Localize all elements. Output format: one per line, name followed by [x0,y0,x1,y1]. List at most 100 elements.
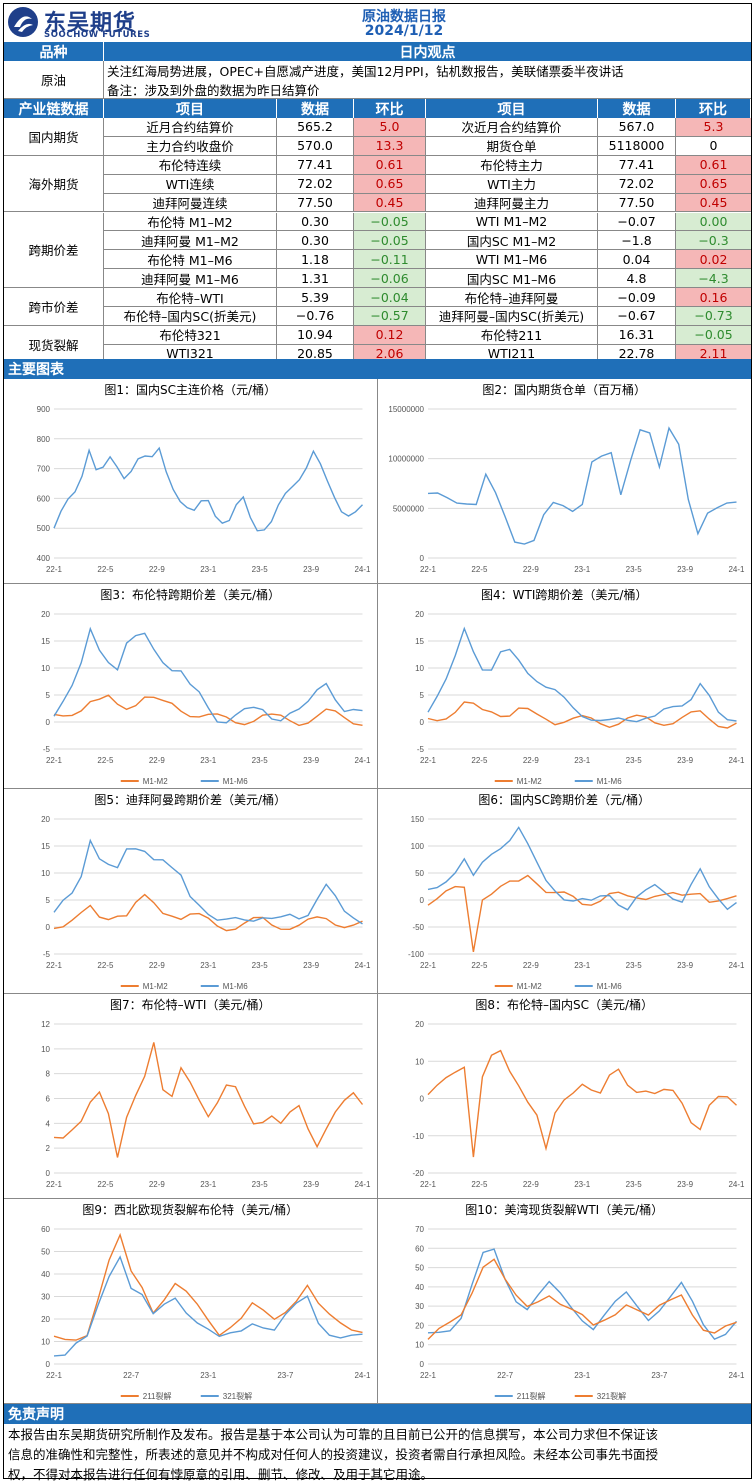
y-tick-label: -5 [416,745,424,754]
legend-label: M1-M2 [143,982,168,991]
x-tick-label: 23-1 [574,565,591,574]
table-cell-item2: 国内SC M1–M6 [426,269,598,289]
table-cell-item1: 布伦特 M1–M6 [104,250,277,270]
x-tick-label: 22-9 [522,756,539,765]
group-label: 国内期货 [4,118,104,156]
y-tick-label: 0 [46,718,51,727]
x-tick-label: 22-5 [471,961,488,970]
report-page: 东吴期货 SOOCHOW FUTURES 原油数据日报 2024/1/12 品种… [3,3,752,1482]
col-view: 日内观点 [399,44,456,61]
y-tick-label: 10 [41,664,50,673]
table-cell-chg2: 0.45 [676,193,751,213]
y-tick-label: 150 [410,815,424,824]
y-tick-label: 15000000 [388,405,424,414]
chart-plot: 20 15 10 5 0 -5 22-1 22-5 22-9 23-1 23-5 23-9 24-1 M1… [41,610,371,786]
company-logo: 东吴期货 SOOCHOW FUTURES [8,6,178,40]
x-tick-label: 23-1 [200,961,217,970]
y-tick-label: 20 [415,1321,424,1330]
table-cell-chg1: −0.04 [354,288,426,307]
y-tick-label: 40 [41,1270,50,1279]
chart-plot: 70 60 50 40 30 20 10 0 22-1 22-7 23-1 23-7 24-1 211裂解… [415,1225,745,1401]
table-header-3: 环比 [354,99,426,118]
y-tick-label: 30 [415,1302,424,1311]
y-tick-label: 10 [41,869,50,878]
series-line [426,626,737,723]
y-tick-label: 5000000 [392,504,424,513]
disclaimer-title: 免责声明 [4,1404,751,1424]
table-cell-chg1: −0.05 [354,231,426,251]
x-tick-label: 23-1 [200,565,217,574]
x-tick-label: 23-9 [677,1180,694,1189]
x-tick-label: 22-9 [149,756,166,765]
y-tick-label: -100 [407,950,424,959]
x-tick-label: 24-1 [728,961,745,970]
x-tick-label: 23-7 [651,1371,668,1380]
y-tick-label: 5 [46,691,51,700]
view-line-1: 关注红海局势进展，OPEC+自愿减产进度，美国12月PPI，钻机数报告，美联储票… [107,64,624,79]
table-cell-item2: 国内SC M1–M2 [426,231,598,251]
chart-panel: 图7：布伦特–WTI（美元/桶） 12 10 8 6 4 2 0 22-1 22-5 22-9 23-… [4,994,378,1199]
table-cell-item1: 布伦特连续 [104,155,277,175]
series-line [427,826,737,911]
x-tick-label: 24-1 [354,1180,371,1189]
table-cell-item2: 迪拜阿曼–国内SC(折美元) [426,307,598,326]
y-tick-label: -50 [412,923,424,932]
x-tick-label: 23-9 [677,961,694,970]
y-tick-label: 20 [41,1315,50,1324]
x-tick-label: 22-9 [149,565,166,574]
y-tick-label: -10 [412,1132,424,1141]
y-tick-label: 70 [415,1225,424,1234]
table-cell-data2: 567.0 [598,118,676,137]
x-tick-label: 22-5 [471,565,488,574]
x-tick-label: 22-9 [522,1180,539,1189]
x-tick-label: 24-1 [728,756,745,765]
table-header-6: 环比 [676,99,751,118]
table-cell-data2: 72.02 [598,174,676,194]
table-cell-item2: WTI M1–M6 [426,250,598,270]
table-cell-item2: 布伦特主力 [426,155,598,175]
logo-icon [8,7,38,37]
table-header-4: 项目 [426,99,598,118]
y-tick-label: 60 [41,1225,50,1234]
series-line [53,1232,363,1341]
table-cell-data1: 5.39 [277,288,354,307]
x-tick-label: 23-9 [303,961,320,970]
table-cell-chg1: 5.0 [354,118,426,137]
chart-panel: 图10：美湾现货裂解WTI（美元/桶） 70 60 50 40 30 20 10 0 22-1 22… [377,1199,751,1404]
series-line [53,446,363,532]
y-tick-label: 0 [46,1360,51,1369]
x-tick-label: 23-9 [677,565,694,574]
series-line [427,1248,737,1341]
legend-label: 211裂解 [143,1391,172,1401]
y-tick-label: 0 [419,1095,424,1104]
y-tick-label: 50 [41,1248,50,1257]
x-tick-label: 23-1 [574,1180,591,1189]
disclaimer-line-3: 权，不得对本报告进行任何有悖原意的引用、删节、修改、及用于其它用途。 [8,1467,434,1482]
x-tick-label: 23-7 [277,1371,294,1380]
x-tick-label: 23-5 [625,565,642,574]
legend-label: M1-M6 [596,982,621,991]
y-tick-label: 10 [415,664,424,673]
table-cell-data1: 72.02 [277,174,354,194]
chart-title: 图2：国内期货仓单（百万桶） [482,383,647,397]
y-tick-label: 20 [415,610,424,619]
view-header-band: 品种 日内观点 [4,42,751,61]
x-tick-label: 24-1 [354,961,371,970]
table-cell-data2: 77.50 [598,193,676,213]
table-cell-data1: 77.50 [277,193,354,213]
y-tick-label: 50 [415,1264,424,1273]
table-cell-chg1: −0.05 [354,212,426,232]
x-tick-label: 22-5 [97,756,114,765]
x-tick-label: 22-5 [97,565,114,574]
x-tick-label: 22-1 [419,756,436,765]
x-tick-label: 22-1 [419,961,436,970]
x-tick-label: 23-5 [625,1180,642,1189]
series-line [53,1255,363,1357]
y-tick-label: 4 [46,1119,51,1128]
y-tick-label: 900 [37,405,51,414]
table-cell-chg2: 0.16 [676,288,751,307]
report-date: 2024/1/12 [364,23,444,39]
view-line-2: 备注：涉及到外盘的数据为昨日结算价 [107,83,320,98]
table-cell-data1: 77.41 [277,155,354,175]
table-cell-chg2: 5.3 [676,118,751,137]
